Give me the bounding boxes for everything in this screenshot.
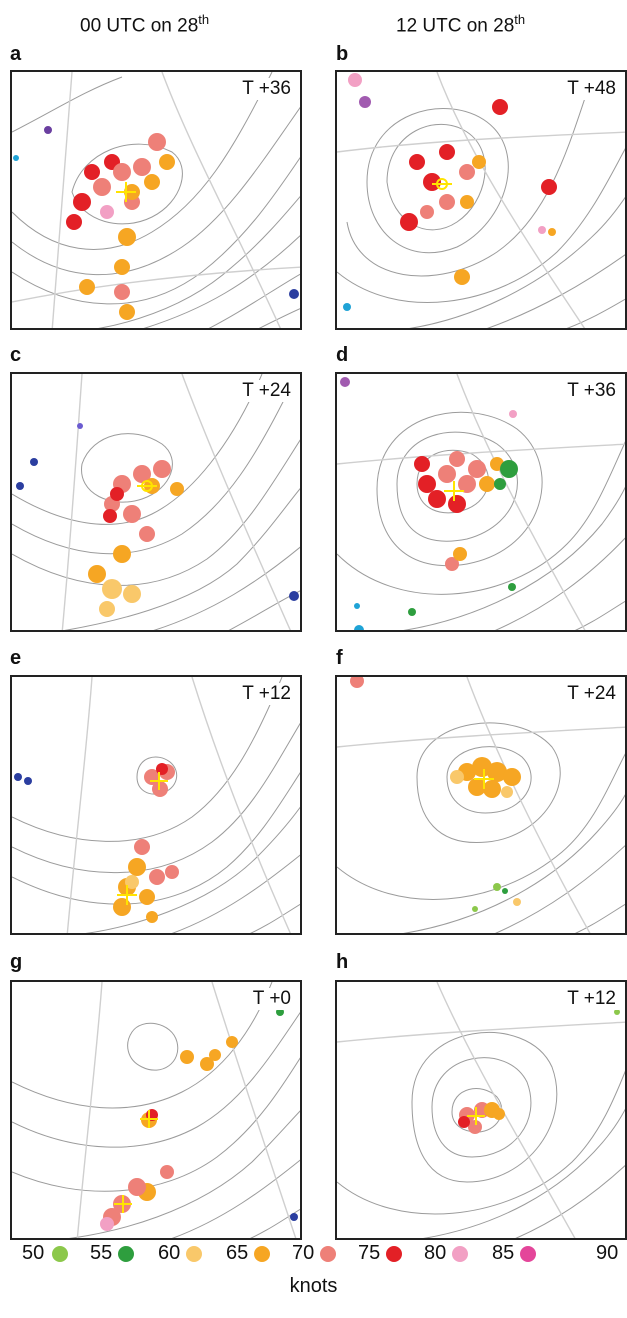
lead-time-c: T +24 [239, 380, 294, 402]
map-panel-a: T +36 [10, 70, 302, 330]
legend-label-60: 60 [158, 1242, 181, 1264]
lead-time-h: T +12 [564, 988, 619, 1010]
legend-item-55: 55 [90, 1242, 134, 1265]
legend-label-50: 50 [22, 1242, 45, 1264]
legend-swatch-60 [186, 1246, 202, 1262]
column-header-left-text: 00 UTC on 28 [80, 15, 199, 37]
column-header-left-sup: th [198, 12, 210, 27]
legend-item-65: 65 [226, 1242, 270, 1265]
column-header-left: 00 UTC on 28th [80, 12, 209, 37]
lead-time-b: T +48 [564, 78, 619, 100]
legend-swatch-80 [452, 1246, 468, 1262]
panel-letter-f: f [336, 647, 343, 669]
legend-swatch-70 [320, 1246, 336, 1262]
column-header-right-sup: th [514, 12, 526, 27]
legend-units: knots [289, 1275, 338, 1297]
legend-label-65: 65 [226, 1242, 249, 1264]
legend-swatch-75 [386, 1246, 402, 1262]
panel-letter-b: b [336, 43, 349, 65]
lead-time-f: T +24 [564, 683, 619, 705]
legend-swatch-85 [520, 1246, 536, 1262]
legend-swatch-50 [52, 1246, 68, 1262]
legend-label-70: 70 [292, 1242, 315, 1264]
map-panel-f: T +24 [335, 675, 627, 935]
lead-time-e: T +12 [239, 683, 294, 705]
panel-letter-e: e [10, 647, 22, 669]
map-panel-b: T +48 [335, 70, 627, 330]
panel-letter-c: c [10, 344, 22, 366]
panel-letter-a: a [10, 43, 22, 65]
legend-label-80: 80 [424, 1242, 447, 1264]
panel-letter-g: g [10, 951, 23, 973]
legend-item-85: 85 [492, 1242, 536, 1265]
legend-label-85: 85 [492, 1242, 515, 1264]
map-panel-e: T +12 [10, 675, 302, 935]
legend-item-90: 90 [596, 1242, 618, 1265]
legend-swatch-55 [118, 1246, 134, 1262]
lead-time-a: T +36 [239, 78, 294, 100]
legend-item-80: 80 [424, 1242, 468, 1265]
legend-swatch-65 [254, 1246, 270, 1262]
legend-item-50: 50 [22, 1242, 68, 1265]
legend-item-60: 60 [158, 1242, 202, 1265]
panel-letter-d: d [336, 344, 349, 366]
map-panel-h: T +12 [335, 980, 627, 1240]
legend-item-75: 75 [358, 1242, 402, 1265]
lead-time-g: T +0 [249, 988, 294, 1010]
panel-letter-h: h [336, 951, 349, 973]
map-panel-c: T +24 [10, 372, 302, 632]
column-header-right: 12 UTC on 28th [396, 12, 525, 37]
map-panel-d: T +36 [335, 372, 627, 632]
legend-label-90: 90 [596, 1242, 619, 1264]
column-header-right-text: 12 UTC on 28 [396, 15, 515, 37]
map-panel-g: T +0 [10, 980, 302, 1240]
legend-label-55: 55 [90, 1242, 113, 1264]
legend-item-70: 70 [292, 1242, 336, 1265]
lead-time-d: T +36 [564, 380, 619, 402]
legend-label-75: 75 [358, 1242, 381, 1264]
